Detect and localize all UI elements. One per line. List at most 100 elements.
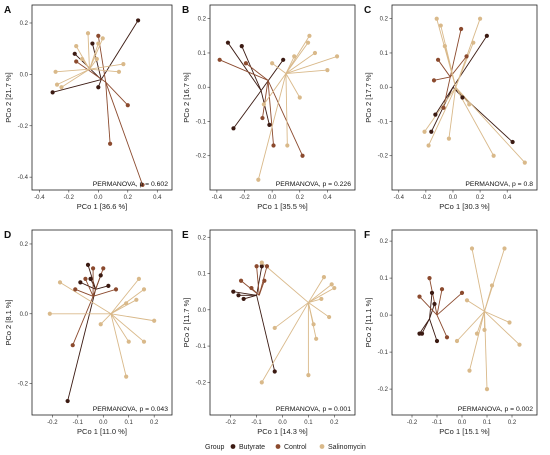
data-point: [510, 139, 515, 145]
spider-line: [429, 278, 438, 316]
data-point: [121, 61, 126, 67]
y-tick-label: 0.2: [380, 239, 389, 245]
y-tick-label: 0.1: [198, 272, 207, 278]
legend-label: Salinomycin: [328, 444, 366, 451]
spider-line: [448, 87, 457, 139]
x-tick-label: 0.0: [458, 420, 467, 426]
spider-line: [245, 62, 269, 81]
data-point: [74, 59, 79, 64]
panel-letter: E: [182, 230, 189, 241]
data-point: [422, 129, 427, 134]
spider-line: [484, 311, 488, 390]
y-tick-label: -0.1: [378, 350, 389, 356]
spider-line: [419, 318, 430, 334]
x-tick-label: 0.2: [296, 195, 305, 201]
x-tick-label: -0.4: [394, 195, 405, 201]
data-point: [522, 160, 527, 165]
y-axis-label: PCo 2 [16.7 %]: [182, 72, 191, 122]
data-point: [231, 289, 236, 294]
data-point: [474, 331, 480, 336]
legend-title: Group: [205, 444, 225, 451]
spider-line: [260, 90, 270, 126]
spider-line: [285, 52, 316, 74]
spider-line: [87, 33, 90, 70]
data-point: [292, 54, 297, 59]
spider-line: [307, 302, 317, 339]
data-point: [140, 182, 145, 187]
spider-line: [227, 42, 262, 91]
spider-line: [471, 248, 485, 312]
x-axis-label: PCo 1 [15.1 %]: [439, 427, 489, 436]
y-tick-label: -0.2: [196, 154, 207, 160]
y-tick-label: 0.2: [20, 242, 29, 248]
data-point: [469, 246, 475, 251]
x-tick-label: 0.2: [124, 195, 133, 201]
spider-line: [89, 58, 98, 70]
data-point: [94, 56, 99, 62]
data-point: [439, 287, 445, 292]
legend-items: Butyrate Control Salinomycin: [230, 444, 366, 451]
data-point: [327, 314, 332, 320]
spider-line: [267, 80, 274, 146]
data-point: [281, 57, 286, 62]
y-tick-label: 0.2: [198, 235, 207, 241]
spider-line: [308, 302, 330, 318]
x-axis-label: PCo 1 [35.5 %]: [257, 202, 307, 211]
data-point: [136, 276, 142, 281]
data-point: [321, 275, 327, 280]
spider-line: [436, 292, 463, 316]
data-point: [141, 339, 147, 344]
spider-line: [271, 62, 287, 74]
spider-line: [308, 284, 332, 303]
x-tick-label: 0.4: [503, 195, 512, 201]
spider-line: [424, 86, 457, 133]
x-tick-label: 0.2: [150, 420, 159, 426]
data-point: [126, 339, 131, 344]
panel-letter: B: [182, 5, 189, 16]
x-tick-label: 0.4: [323, 195, 332, 201]
y-tick-label: -0.2: [378, 387, 389, 393]
data-point: [239, 44, 244, 49]
data-point: [254, 264, 259, 269]
data-point: [100, 36, 105, 41]
spider-line: [110, 313, 127, 377]
spider-line: [243, 294, 257, 300]
data-point: [256, 177, 261, 182]
panel-letter: D: [4, 230, 11, 241]
spider-line: [61, 68, 90, 88]
data-point: [236, 293, 241, 298]
data-point: [259, 260, 264, 265]
data-point: [271, 143, 276, 148]
data-point: [98, 273, 103, 278]
data-point: [491, 153, 496, 158]
spider-line: [455, 42, 474, 88]
y-tick-label: -0.1: [196, 119, 207, 125]
y-axis-label: PCo 2 [8.1 %]: [4, 299, 13, 345]
y-tick-label: -0.2: [18, 124, 29, 130]
data-point: [441, 105, 446, 110]
x-tick-label: -0.4: [34, 195, 45, 201]
data-point: [73, 287, 78, 292]
data-point: [489, 283, 495, 288]
x-tick-label: 0.0: [278, 420, 287, 426]
spider-line: [285, 73, 301, 98]
plot-border: [391, 229, 538, 416]
spider-line: [256, 266, 260, 296]
data-point: [433, 112, 438, 117]
spider-line: [262, 80, 269, 119]
spider-line: [100, 20, 139, 80]
permanova-annotation: PERMANOVA, p = 0.043: [93, 406, 168, 413]
y-tick-label: -0.2: [18, 382, 29, 388]
data-point: [434, 338, 440, 344]
spider-line: [56, 68, 90, 86]
data-point: [259, 380, 264, 385]
spider-line: [91, 43, 102, 80]
x-tick-label: 0.1: [125, 420, 134, 426]
data-point: [459, 290, 465, 295]
y-tick-label: 0.0: [380, 313, 389, 319]
spider-line: [257, 73, 287, 180]
y-axis-label: PCo 2 [21.7 %]: [4, 72, 13, 122]
y-tick-label: -0.1: [378, 119, 389, 125]
data-point: [267, 122, 272, 128]
x-axis-label: PCo 1 [14.3 %]: [257, 427, 307, 436]
